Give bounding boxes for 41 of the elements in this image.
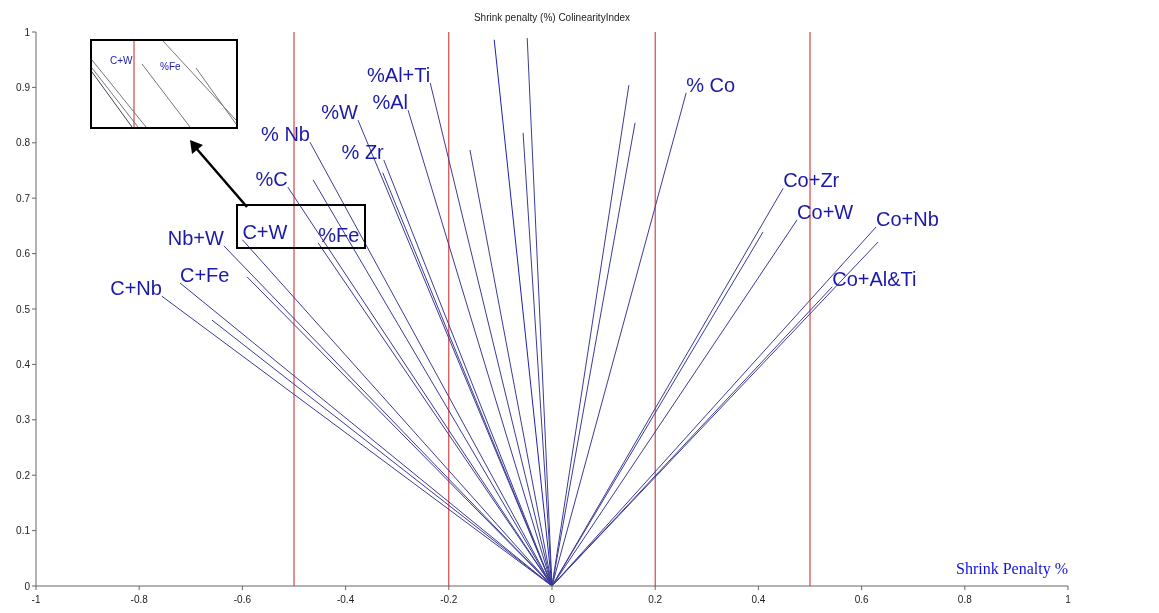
y-tick-label: 0.4 (16, 358, 31, 370)
x-tick-label: -0.4 (336, 594, 355, 606)
x-tick-label: -0.2 (440, 594, 458, 606)
annotation: %C (255, 168, 288, 191)
y-tick-label: 0.6 (16, 248, 31, 260)
x-tick-label: 1 (1065, 594, 1072, 606)
chart-title: Shrink penalty (%) ColinearityIndex (472, 12, 632, 23)
x-axis-title: Shrink Penalty % (956, 560, 1068, 578)
x-tick-label: -0.6 (233, 594, 252, 606)
annotation: % Co (686, 73, 736, 96)
annotation: %Al (372, 91, 409, 114)
x-tick-label: 0.4 (751, 594, 766, 606)
magnified-inset: C+W %Fe (90, 39, 238, 129)
x-tick-label: 0.2 (648, 594, 663, 606)
x-tick-label: -0.8 (130, 594, 149, 606)
annotation: Nb+W (167, 226, 224, 249)
annotation: % Zr (341, 140, 385, 163)
y-tick-label: 0.2 (16, 469, 31, 481)
annotation: Co+Nb (876, 208, 939, 231)
annotation: %W (321, 101, 359, 124)
annotation: C+W (110, 55, 134, 66)
y-tick-label: 0 (24, 580, 31, 592)
y-tick-label: 0.5 (16, 303, 31, 315)
y-tick-label: 0.7 (16, 192, 31, 204)
annotation: % Nb (261, 123, 310, 146)
y-tick-label: 0.3 (16, 414, 31, 426)
annotation: C+Fe (179, 263, 230, 286)
annotation: Co+W (797, 200, 854, 223)
x-tick-label: -1 (31, 594, 41, 606)
annotation: Co+Zr (783, 169, 840, 192)
x-tick-label: 0.8 (957, 594, 973, 606)
y-tick-label: 0.9 (16, 81, 31, 93)
x-tick-label: 0 (549, 594, 556, 606)
y-tick-label: 1 (24, 26, 31, 38)
annotation: %Fe (160, 61, 181, 72)
annotation: %Al+Ti (367, 63, 431, 86)
annotation: C+Nb (110, 277, 162, 300)
x-tick-label: 0.6 (854, 594, 869, 606)
y-tick-label: 0.8 (16, 137, 31, 149)
annotation: C+W (242, 220, 288, 243)
y-tick-label: 0.1 (16, 525, 31, 537)
